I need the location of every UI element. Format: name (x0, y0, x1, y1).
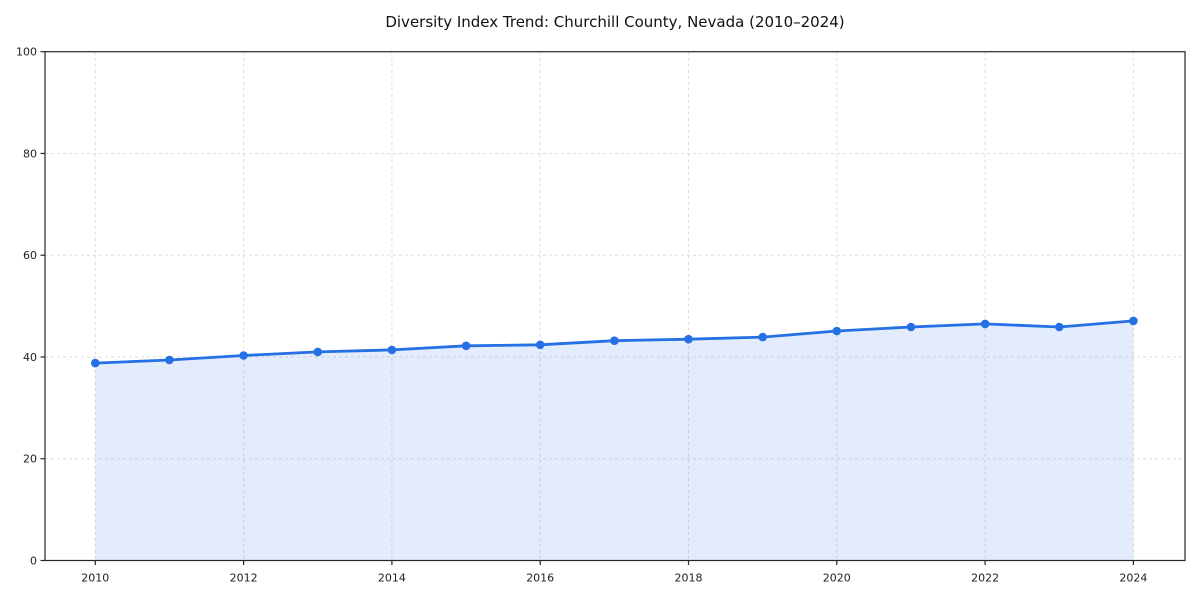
data-point-2020 (832, 326, 842, 336)
x-tick-label: 2016 (526, 572, 554, 585)
x-tick-label: 2022 (971, 572, 999, 585)
plot-frame (44, 51, 1186, 562)
data-point-2010 (91, 358, 100, 368)
data-point-2013 (313, 347, 323, 357)
chart-title: Diversity Index Trend: Churchill County,… (385, 13, 845, 31)
data-point-2018 (684, 334, 693, 344)
y-tick-label: 100 (16, 46, 37, 59)
x-tick-label: 2014 (378, 572, 406, 585)
x-tick-label: 2018 (675, 572, 703, 585)
data-point-2021 (906, 322, 916, 332)
x-tick-label: 2010 (81, 572, 109, 585)
x-tick-label: 2020 (823, 572, 851, 585)
data-point-2023 (1055, 322, 1064, 332)
data-point-2019 (758, 332, 767, 342)
y-tick-label: 20 (23, 453, 37, 466)
data-point-2014 (387, 345, 397, 355)
y-tick-label: 60 (23, 249, 37, 262)
y-tick-label: 40 (23, 351, 37, 364)
x-tick-label: 2024 (1119, 572, 1147, 585)
data-point-2012 (239, 351, 248, 360)
data-point-2024 (1129, 316, 1138, 326)
x-tick-label: 2012 (230, 572, 258, 585)
data-point-2017 (610, 336, 619, 346)
data-point-2011 (165, 355, 174, 365)
y-tick-label: 0 (30, 555, 37, 568)
data-point-2015 (461, 341, 471, 351)
data-point-2016 (535, 340, 545, 350)
area-fill (95, 320, 1134, 561)
data-point-2022 (980, 319, 990, 329)
y-tick-label: 80 (23, 147, 37, 160)
